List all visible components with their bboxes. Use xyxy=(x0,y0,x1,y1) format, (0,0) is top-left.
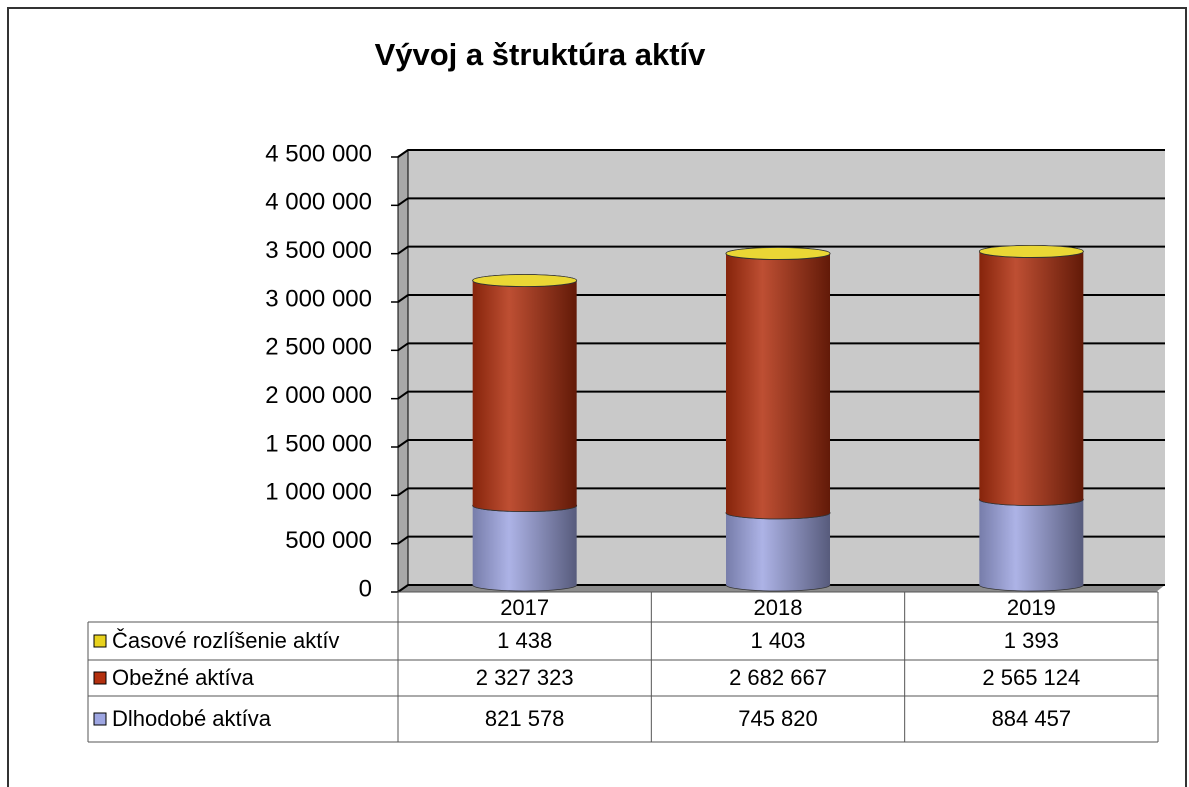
grid-line xyxy=(397,294,1165,303)
bar xyxy=(472,505,577,585)
x-tick-label: 2018 xyxy=(754,595,803,620)
cylinder-top xyxy=(725,247,831,260)
plot-side-wall xyxy=(397,149,409,593)
data-label: 884 457 xyxy=(992,706,1072,731)
y-tick-label: 1 000 000 xyxy=(265,479,372,506)
data-label: 745 820 xyxy=(738,706,818,731)
y-tick-label: 4 000 000 xyxy=(265,189,372,216)
legend-swatch xyxy=(93,671,107,685)
data-label: 821 578 xyxy=(485,706,565,731)
bar xyxy=(979,499,1084,585)
y-tick-label: 4 500 000 xyxy=(265,140,372,167)
grid-line xyxy=(397,342,1165,352)
bar xyxy=(726,253,830,513)
data-label: 1 438 xyxy=(497,628,552,653)
y-tick-label: 2 500 000 xyxy=(265,334,372,361)
grid-line xyxy=(397,149,1165,158)
x-tick-label: 2017 xyxy=(500,595,549,620)
data-label: 1 393 xyxy=(1004,628,1059,653)
frame xyxy=(7,7,1187,787)
grid-line xyxy=(397,584,1165,593)
grid-line xyxy=(397,439,1165,448)
chart-title: Vývoj a štruktúra aktív xyxy=(375,37,707,72)
cylinder-top xyxy=(978,245,1084,258)
grid-line xyxy=(397,245,1165,255)
data-label: 2 565 124 xyxy=(982,665,1080,690)
y-tick-label: 0 xyxy=(359,575,372,602)
data-label: 2 682 667 xyxy=(729,665,827,690)
y-tick-label: 3 500 000 xyxy=(265,237,372,264)
grid-line xyxy=(397,535,1165,545)
legend-label: Obežné aktíva xyxy=(112,665,255,690)
y-tick-label: 500 000 xyxy=(285,527,372,554)
y-tick-label: 3 000 000 xyxy=(265,285,372,312)
legend-swatch xyxy=(93,634,107,648)
data-label: 2 327 323 xyxy=(476,665,574,690)
cylinder-top xyxy=(472,274,578,287)
legend-label: Dlhodobé aktíva xyxy=(112,706,272,731)
bar xyxy=(472,280,577,506)
grid-line xyxy=(397,487,1165,497)
bar xyxy=(726,512,830,585)
y-tick-label: 1 500 000 xyxy=(265,430,372,457)
grid-line xyxy=(397,390,1165,400)
legend-label: Časové rozlíšenie aktív xyxy=(112,628,339,653)
legend-swatch xyxy=(93,712,107,726)
y-tick-label: 2 000 000 xyxy=(265,382,372,409)
x-tick-label: 2019 xyxy=(1007,595,1056,620)
bar xyxy=(979,251,1084,500)
grid-line xyxy=(397,197,1165,207)
data-label: 1 403 xyxy=(750,628,805,653)
